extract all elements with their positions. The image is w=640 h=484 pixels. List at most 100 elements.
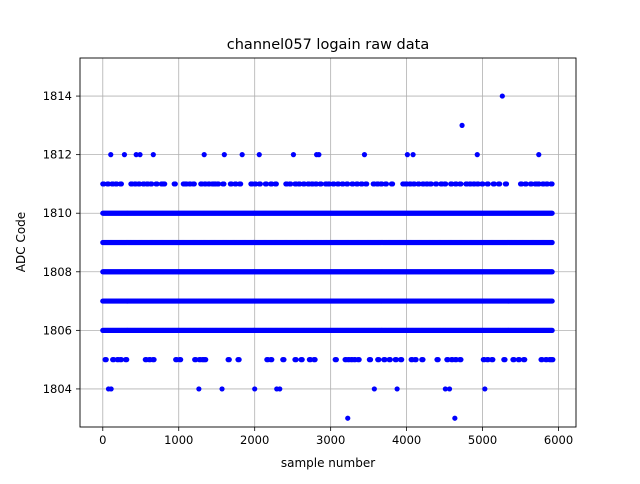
data-point <box>239 152 245 158</box>
data-point <box>523 181 529 187</box>
data-point <box>256 152 262 158</box>
data-point <box>443 181 449 187</box>
x-tick-label: 1000 <box>164 433 193 447</box>
y-tick-label: 1806 <box>43 323 72 337</box>
data-point <box>410 152 416 158</box>
y-tick-label: 1812 <box>43 148 72 162</box>
data-point <box>178 357 184 363</box>
data-point <box>480 181 486 187</box>
data-point <box>316 152 322 158</box>
data-point <box>121 152 128 158</box>
data-points <box>100 93 556 421</box>
data-point <box>522 357 528 363</box>
data-point <box>238 181 244 187</box>
data-point <box>118 357 124 363</box>
data-point <box>393 357 399 363</box>
chart-title: channel057 logain raw data <box>227 37 429 53</box>
data-point <box>154 181 160 187</box>
data-point <box>413 357 419 363</box>
data-point <box>404 152 410 158</box>
data-point <box>226 357 232 363</box>
data-point <box>103 357 109 363</box>
data-point <box>257 181 263 187</box>
plot-frame <box>79 57 577 428</box>
x-tick-label: 6000 <box>544 433 573 447</box>
data-point <box>516 357 523 363</box>
data-point <box>394 386 400 392</box>
data-point <box>376 357 382 363</box>
data-point <box>536 152 542 158</box>
data-point <box>491 181 497 187</box>
data-point <box>216 181 222 187</box>
x-tick-label: 3000 <box>316 433 345 447</box>
data-point <box>387 357 393 363</box>
data-point <box>203 357 209 363</box>
data-point <box>434 181 440 187</box>
data-point <box>219 386 225 392</box>
data-point <box>511 357 517 363</box>
data-point <box>191 181 197 187</box>
data-point <box>485 181 491 187</box>
data-point <box>382 357 388 363</box>
data-point <box>312 357 318 363</box>
x-tick-label: 0 <box>99 433 106 447</box>
data-point <box>162 181 168 187</box>
y-tick-label: 1804 <box>43 382 72 396</box>
data-point <box>446 386 453 392</box>
data-point <box>277 386 283 392</box>
data-point <box>221 181 227 187</box>
data-point <box>389 181 396 187</box>
data-point <box>118 181 124 187</box>
data-point <box>299 357 305 363</box>
data-point <box>124 357 130 363</box>
data-point <box>458 357 464 363</box>
data-point <box>549 298 555 304</box>
data-point <box>502 357 508 363</box>
data-point <box>221 152 227 158</box>
x-tick-label: 2000 <box>240 433 269 447</box>
data-point <box>442 386 448 392</box>
data-point <box>503 181 510 187</box>
data-point <box>263 181 270 187</box>
data-point <box>549 239 555 246</box>
data-point <box>549 269 555 275</box>
data-point <box>361 152 368 158</box>
data-point <box>474 152 480 158</box>
data-point <box>497 181 503 187</box>
y-tick-label: 1810 <box>43 206 72 220</box>
data-point <box>549 327 555 333</box>
data-point <box>345 181 351 187</box>
data-point <box>371 386 377 392</box>
data-point <box>383 181 390 187</box>
data-point <box>482 386 488 392</box>
x-axis-label: sample number <box>281 456 375 470</box>
data-point <box>137 152 143 158</box>
data-point <box>490 357 496 363</box>
data-point <box>452 415 458 421</box>
data-point <box>108 386 114 392</box>
data-point <box>367 357 374 363</box>
axis-ticks: 0 1000 2000 3000 4000 5000 6000 1804 1806 1808 181… <box>43 89 573 447</box>
x-tick-label: 5000 <box>468 433 497 447</box>
data-point <box>236 357 242 363</box>
data-point <box>273 181 279 187</box>
data-point <box>269 357 275 363</box>
data-point <box>108 152 114 158</box>
data-point <box>201 152 207 158</box>
data-point <box>549 181 555 187</box>
data-point <box>356 357 362 363</box>
data-point <box>149 181 155 187</box>
data-point <box>293 357 299 363</box>
y-tick-label: 1814 <box>43 89 72 103</box>
data-point <box>435 357 441 363</box>
data-point <box>549 210 555 216</box>
data-point <box>290 152 297 158</box>
data-point <box>333 357 339 363</box>
y-axis-label: ADC Code <box>14 212 28 272</box>
data-point <box>399 357 405 363</box>
data-point <box>252 386 258 392</box>
data-point <box>151 357 157 363</box>
data-point <box>196 386 202 392</box>
